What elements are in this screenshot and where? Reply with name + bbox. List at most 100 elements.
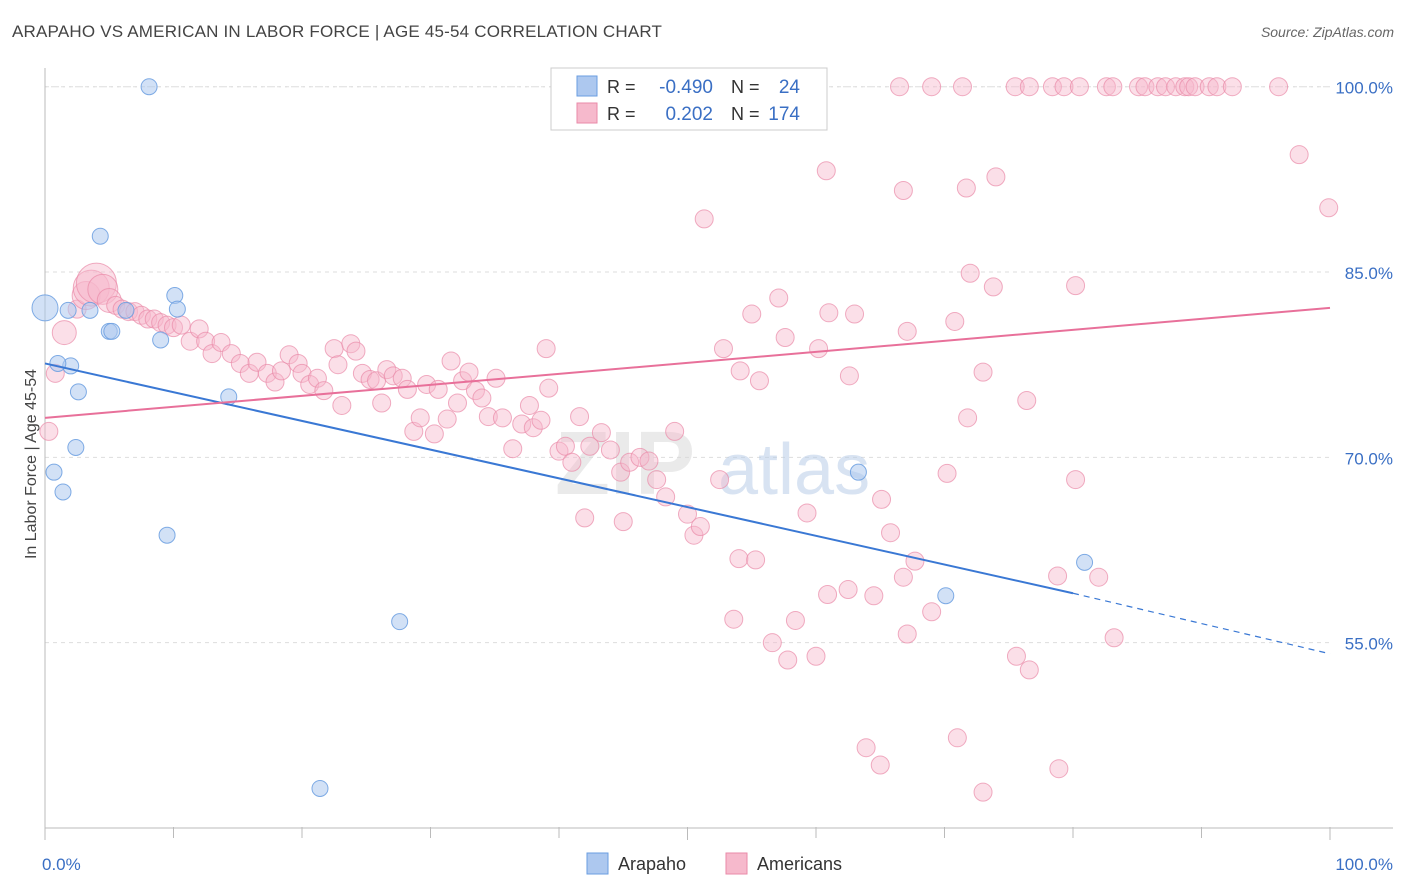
arapaho-point (152, 331, 170, 349)
americans-point (265, 372, 285, 392)
americans-point (838, 580, 858, 600)
americans-point (539, 378, 559, 398)
americans-point (171, 315, 191, 335)
americans-point (562, 452, 582, 472)
americans-point (360, 370, 380, 390)
americans-point (1156, 77, 1176, 97)
americans-point (905, 551, 925, 571)
americans-point (881, 523, 901, 543)
americans-point (809, 339, 829, 359)
americans-point (503, 439, 523, 459)
watermark-atlas: atlas (718, 430, 870, 510)
americans-point (973, 362, 993, 382)
americans-point (797, 503, 817, 523)
americans-point (1042, 77, 1062, 97)
arapaho-point (391, 613, 409, 631)
y-axis-label: In Labor Force | Age 45-54 (23, 369, 40, 559)
americans-point (775, 328, 795, 348)
americans-point (818, 584, 838, 604)
arapaho-point (31, 294, 59, 322)
americans-point (600, 440, 620, 460)
americans-point (1066, 276, 1086, 296)
legend-series: Arapaho Americans (586, 852, 842, 875)
americans-point (864, 586, 884, 606)
americans-point (164, 318, 183, 338)
americans-point (1129, 77, 1149, 97)
y-tick-label: 55.0% (1345, 635, 1393, 654)
americans-point (1005, 77, 1025, 97)
americans-point (986, 167, 1006, 187)
americans-trendline (44, 306, 1331, 419)
americans-point (1049, 759, 1069, 779)
americans-point (952, 77, 972, 97)
americans-point (1103, 77, 1123, 97)
americans-point (893, 567, 913, 587)
americans-point (890, 77, 910, 97)
americans-point (519, 395, 539, 415)
arapaho-point (59, 301, 77, 319)
americans-point (512, 414, 532, 434)
americans-point (570, 407, 590, 427)
tick-labels: 55.0% 70.0% 85.0% 100.0% 0.0% 100.0% (42, 79, 1393, 874)
americans-point (897, 321, 917, 341)
americans-point (960, 263, 980, 283)
americans-point (769, 288, 789, 308)
legend-stats: R = -0.490 N = 24 R = 0.202 N = 174 (550, 67, 828, 131)
americans-point (271, 361, 291, 381)
americans-point (1017, 391, 1037, 411)
americans-point (138, 309, 158, 329)
americans-point (1054, 77, 1074, 97)
arapaho-point (311, 779, 329, 797)
americans-point (816, 161, 836, 181)
americans-point (1006, 646, 1026, 666)
americans-point (1269, 77, 1289, 97)
americans-point (555, 436, 575, 456)
americans-point (575, 508, 595, 528)
legend-arapaho-swatch (576, 75, 598, 97)
americans-point (424, 424, 444, 444)
arapaho-point (117, 301, 135, 319)
americans-point (441, 351, 461, 371)
americans-point (897, 624, 917, 644)
americans-point (856, 738, 876, 758)
americans-point (307, 368, 327, 388)
americans-point (288, 353, 308, 373)
americans-point (690, 517, 710, 537)
americans-point (922, 602, 942, 622)
americans-point (437, 409, 457, 429)
legend-arapaho-n-value: 24 (779, 77, 801, 98)
americans-point (492, 408, 512, 428)
legend-americans-r-label: R = (607, 104, 636, 124)
americans-point (372, 393, 392, 413)
americans-point (447, 393, 467, 413)
americans-point (1048, 566, 1068, 586)
legend-arapaho-n-label: N = (731, 77, 760, 97)
americans-point (983, 277, 1003, 297)
americans-point (1096, 77, 1116, 97)
source-label: Source: ZipAtlas.com (1260, 24, 1394, 40)
legend-americans-n-label: N = (731, 104, 760, 124)
legend-americans-r-value: 0.202 (665, 104, 713, 125)
americans-point (1019, 660, 1039, 680)
americans-point (749, 371, 769, 391)
americans-point (819, 303, 839, 323)
legend-arapaho-r-value: -0.490 (659, 77, 713, 98)
arapaho-point (140, 78, 158, 96)
americans-point (1089, 567, 1109, 587)
arapaho-trendline-extension (1072, 592, 1331, 655)
americans-point (1222, 77, 1242, 97)
legend-americans-swatch (576, 102, 598, 124)
americans-point (459, 362, 479, 382)
americans-point (870, 755, 890, 775)
americans-points (39, 77, 1339, 802)
legend-arapaho-r-label: R = (607, 77, 636, 97)
americans-point (292, 363, 312, 383)
arapaho-point (849, 463, 867, 481)
chart-title: ARAPAHO VS AMERICAN IN LABOR FORCE | AGE… (12, 22, 663, 41)
y-tick-label: 70.0% (1345, 449, 1393, 468)
americans-point (472, 388, 492, 408)
americans-point (580, 436, 600, 456)
americans-point (1199, 77, 1219, 97)
americans-point (639, 451, 659, 471)
americans-point (410, 408, 430, 428)
